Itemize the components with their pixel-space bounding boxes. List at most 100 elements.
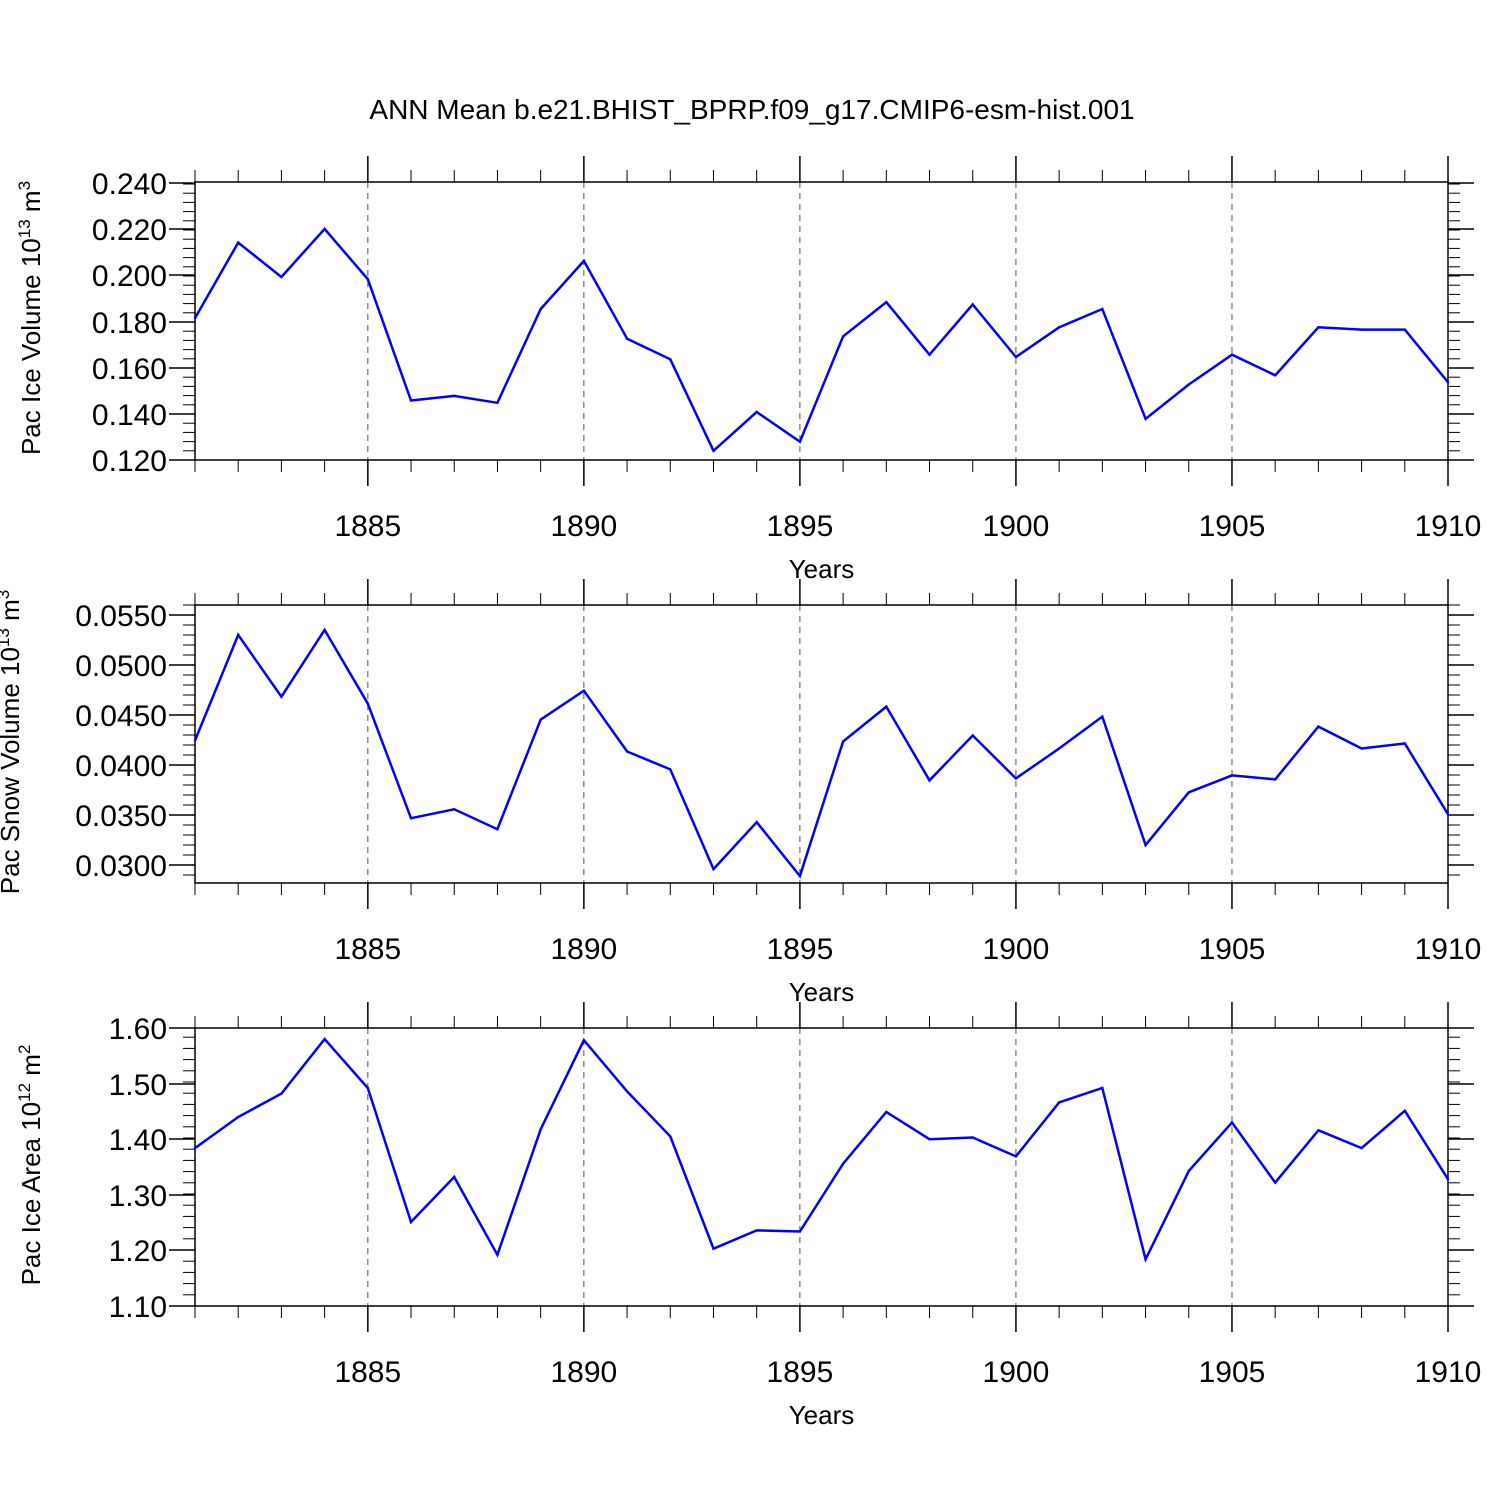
- y-tick-label: 1.60: [109, 1013, 167, 1046]
- x-tick-label: 1890: [550, 510, 617, 543]
- data-point: [1101, 307, 1104, 311]
- data-point: [755, 821, 758, 824]
- data-point: [582, 689, 586, 692]
- data-point: [971, 734, 974, 737]
- data-point: [1014, 355, 1018, 359]
- data-point: [1360, 1146, 1363, 1150]
- data-point: [1317, 1129, 1320, 1132]
- data-point: [366, 278, 369, 281]
- data-point: [409, 399, 413, 402]
- plot-frame: [194, 181, 1449, 461]
- data-point: [496, 1253, 499, 1257]
- y-tick-label: 0.0300: [75, 850, 167, 883]
- data-point: [1144, 417, 1147, 420]
- data-point: [1274, 1181, 1277, 1184]
- x-tick-label: 1885: [334, 1356, 401, 1389]
- data-point: [1101, 1086, 1104, 1090]
- x-tick-label: 1905: [1199, 1356, 1266, 1389]
- y-tick-label: 0.220: [92, 214, 167, 247]
- data-point: [193, 316, 197, 320]
- data-point: [712, 449, 715, 452]
- x-tick-label: 1910: [1415, 1356, 1482, 1389]
- data-point: [539, 1128, 542, 1131]
- data-point: [1187, 791, 1191, 794]
- data-point: [669, 1135, 672, 1138]
- data-point: [1230, 774, 1234, 777]
- panel-snow-volume: 0.0300 0.0350 0.0400 0.0450 0.0500 0.0550 1885…: [0, 579, 1481, 1007]
- y-tick-label: 0.160: [92, 353, 167, 386]
- data-point: [496, 401, 499, 404]
- x-tick-label: 1910: [1415, 510, 1482, 543]
- data-point: [1101, 715, 1104, 718]
- data-point: [885, 300, 888, 304]
- data-point: [841, 335, 845, 338]
- data-point: [237, 241, 240, 244]
- y-tick-label: 0.0550: [75, 600, 167, 633]
- x-tick-label: 1890: [550, 933, 617, 966]
- data-point: [193, 739, 197, 742]
- data-point: [1317, 725, 1320, 728]
- data-point: [798, 440, 802, 443]
- data-point: [971, 1136, 974, 1139]
- plot-frame: [194, 604, 1449, 884]
- data-point: [1014, 777, 1018, 780]
- x-tick-label: 1895: [767, 1356, 834, 1389]
- data-point: [1144, 1258, 1147, 1261]
- data-point: [1230, 353, 1234, 356]
- y-axis-title: Pac Ice Area 1012 m2: [15, 1045, 46, 1286]
- data-point: [971, 303, 974, 306]
- data-point: [1446, 1178, 1450, 1181]
- y-tick-label: 0.120: [92, 445, 167, 478]
- y-tick-label: 1.10: [109, 1291, 167, 1324]
- data-point: [409, 817, 413, 820]
- y-tick-label: 1.50: [109, 1069, 167, 1102]
- x-axis-title: Years: [789, 977, 855, 1007]
- y-tick-label: 0.180: [92, 307, 167, 340]
- y-tick-label: 1.20: [109, 1235, 167, 1268]
- data-point: [539, 307, 542, 311]
- data-point: [1403, 328, 1407, 331]
- panel-ice-area: 1.10 1.20 1.30 1.40 1.50 1.60 1885 1890 1895 1900…: [15, 1002, 1481, 1430]
- panel-ice-volume: 0.120 0.140 0.160 0.180 0.200 0.220 0.240 1885 1…: [15, 156, 1481, 584]
- y-axis-title: Pac Snow Volume 1013 m3: [0, 590, 25, 894]
- data-point: [323, 628, 326, 632]
- data-point: [1230, 1121, 1234, 1124]
- data-point: [885, 1110, 888, 1114]
- y-tick-label: 1.40: [109, 1124, 167, 1157]
- data-point: [798, 1230, 802, 1233]
- series-line: [193, 227, 1449, 453]
- x-tick-label: 1905: [1199, 933, 1266, 966]
- data-point: [1446, 813, 1450, 816]
- data-point: [409, 1220, 413, 1224]
- x-tick-label: 1895: [767, 933, 834, 966]
- data-point: [453, 394, 456, 398]
- y-tick-label: 1.30: [109, 1180, 167, 1213]
- data-point: [1360, 328, 1363, 331]
- x-tick-label: 1885: [334, 933, 401, 966]
- y-tick-label: 0.0350: [75, 800, 167, 833]
- y-tick-label: 0.0450: [75, 700, 167, 733]
- data-point: [280, 1092, 283, 1095]
- data-point: [453, 808, 456, 811]
- y-tick-label: 0.0400: [75, 750, 167, 783]
- data-point: [1187, 1169, 1191, 1173]
- x-tick-label: 1890: [550, 1356, 617, 1389]
- plot-frame: [194, 1027, 1449, 1307]
- data-point: [496, 828, 499, 831]
- data-point: [237, 633, 240, 637]
- data-point: [755, 1229, 758, 1232]
- data-point: [1057, 747, 1061, 750]
- data-point: [928, 353, 931, 356]
- data-point: [1187, 383, 1191, 386]
- data-point: [1057, 1101, 1061, 1104]
- data-point: [928, 779, 931, 782]
- x-axis-title: Years: [789, 1400, 855, 1430]
- data-point: [841, 740, 845, 743]
- data-point: [323, 1037, 326, 1041]
- x-tick-label: 1885: [334, 510, 401, 543]
- data-point: [625, 1090, 629, 1093]
- y-axis-title: Pac Ice Volume 1013 m3: [15, 181, 46, 455]
- data-point: [755, 410, 758, 414]
- y-tick-label: 0.240: [92, 168, 167, 201]
